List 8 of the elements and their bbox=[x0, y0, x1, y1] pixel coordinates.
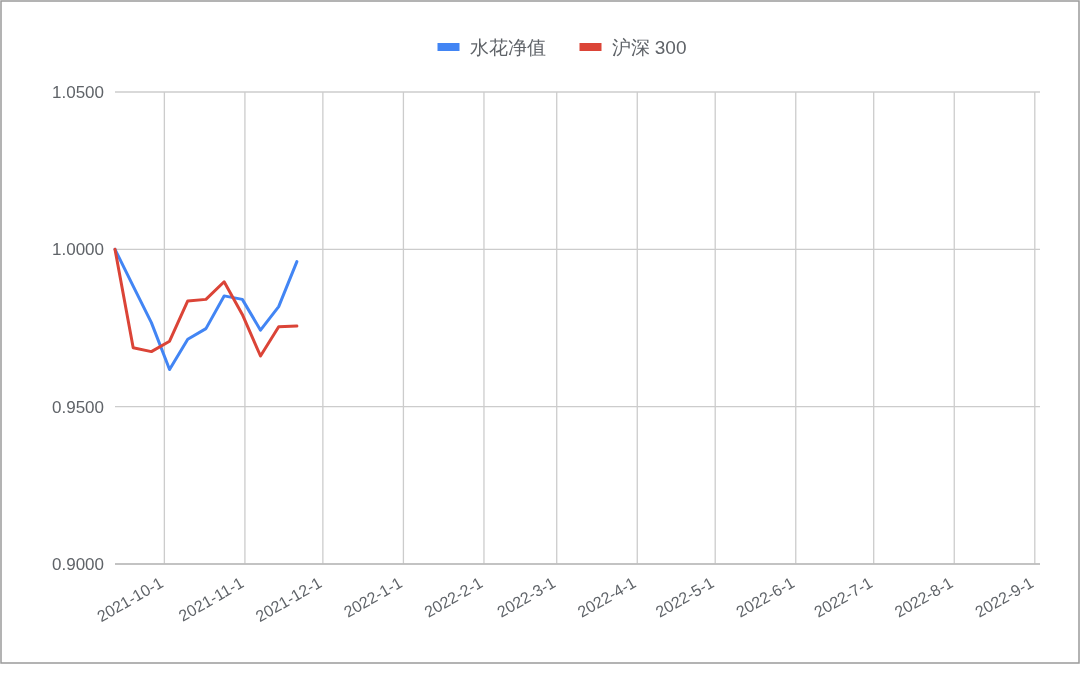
legend-item: 水花净值 bbox=[437, 37, 546, 58]
legend-item: 沪深 300 bbox=[579, 37, 687, 58]
y-tick-label: 1.0000 bbox=[52, 240, 104, 260]
y-tick-label: 0.9000 bbox=[52, 555, 104, 574]
legend-label: 水花净值 bbox=[469, 37, 546, 58]
y-tick-label: 1.0500 bbox=[52, 83, 104, 102]
y-tick-label: 0.9500 bbox=[52, 397, 104, 417]
legend-label: 沪深 300 bbox=[611, 37, 687, 58]
